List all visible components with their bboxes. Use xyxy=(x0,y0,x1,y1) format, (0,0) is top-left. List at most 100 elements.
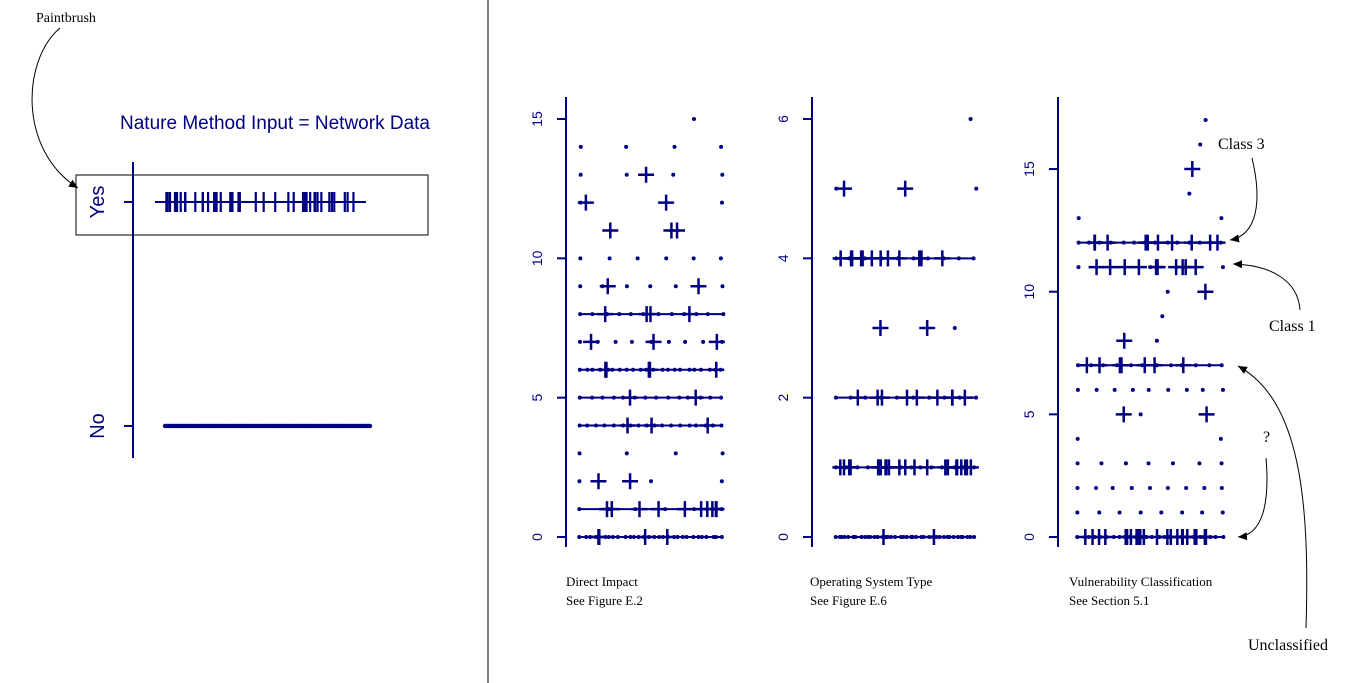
plus-mark xyxy=(687,389,704,406)
y-tick-label: 10 xyxy=(529,250,545,266)
dot-mark xyxy=(868,535,873,539)
plus-mark xyxy=(1097,529,1114,545)
dot-mark xyxy=(585,367,590,372)
plus-mark xyxy=(597,306,614,323)
dot-mark xyxy=(623,535,628,539)
plus-mark xyxy=(669,222,686,239)
plus-mark xyxy=(645,333,662,350)
dot-mark xyxy=(1218,436,1223,441)
plus-mark xyxy=(631,501,648,518)
dot-mark xyxy=(1112,387,1117,392)
dot-mark xyxy=(1221,535,1226,539)
plus-mark xyxy=(599,278,616,295)
plus-mark xyxy=(622,389,639,406)
dot-mark xyxy=(859,535,864,539)
dot-mark xyxy=(1203,118,1208,122)
dot-mark xyxy=(1207,363,1212,368)
dot-mark xyxy=(577,535,582,539)
dot-mark xyxy=(577,423,582,428)
y-tick-label: 0 xyxy=(775,533,791,541)
dot-mark xyxy=(590,367,595,372)
dot-mark xyxy=(965,535,970,539)
dot-mark xyxy=(617,367,622,372)
plus-mark xyxy=(1184,161,1201,178)
dot-mark xyxy=(577,479,582,484)
class1-annotation: Class 1 xyxy=(1269,318,1316,335)
dot-mark xyxy=(1220,387,1225,392)
dot-mark xyxy=(660,423,665,428)
plus-mark xyxy=(1197,283,1214,300)
plus-mark xyxy=(875,529,892,545)
dot-mark xyxy=(1219,461,1224,466)
dot-mark xyxy=(666,339,671,344)
chart-subtitle: See Section 5.1 xyxy=(1069,593,1150,608)
dot-mark xyxy=(901,535,906,539)
dot-mark xyxy=(1094,387,1099,392)
dot-mark xyxy=(1130,387,1135,392)
dot-mark xyxy=(956,256,961,261)
dot-mark xyxy=(673,284,678,289)
dot-mark xyxy=(607,256,612,261)
dot-mark xyxy=(594,423,599,428)
dot-mark xyxy=(672,367,677,372)
dot-mark xyxy=(1138,412,1143,417)
dot-mark xyxy=(704,535,709,539)
chart-subtitle: See Figure E.2 xyxy=(566,593,643,608)
dot-mark xyxy=(1198,142,1203,147)
dot-mark xyxy=(1129,485,1134,490)
dot-mark xyxy=(1121,240,1126,245)
dot-mark xyxy=(1097,510,1102,515)
dot-mark xyxy=(691,535,696,539)
left-panel: Paintbrush Nature Method Input = Network… xyxy=(31,11,430,458)
plus-mark xyxy=(1077,529,1094,545)
dot-mark xyxy=(968,535,973,539)
plus-mark xyxy=(849,389,866,406)
plus-mark xyxy=(944,389,961,406)
plus-mark xyxy=(693,501,710,518)
dot-mark xyxy=(584,535,589,539)
dot-mark xyxy=(654,395,659,400)
dot-mark xyxy=(636,423,641,428)
dot-mark xyxy=(617,312,622,317)
dot-mark xyxy=(1075,387,1080,392)
chart-operating-system-type: 0 2 4 6 Operating System Type See Figure E.6 xyxy=(775,97,979,608)
dot-mark xyxy=(1129,363,1134,368)
plus-mark xyxy=(591,529,608,545)
dot-mark xyxy=(600,395,605,400)
plus-mark xyxy=(1175,357,1192,374)
dot-mark xyxy=(1076,240,1081,245)
class3-annotation: Class 3 xyxy=(1218,136,1265,153)
dot-mark xyxy=(1132,240,1137,245)
dot-mark xyxy=(1165,485,1170,490)
highlight-box xyxy=(75,174,429,236)
dot-mark xyxy=(606,535,611,539)
plus-mark xyxy=(1115,406,1132,423)
plus-mark xyxy=(1209,234,1226,251)
dot-mark xyxy=(862,535,867,539)
dot-mark xyxy=(611,395,616,400)
class1-arrow xyxy=(1232,260,1301,311)
plus-mark xyxy=(873,389,890,406)
y-tick-label: 15 xyxy=(1021,161,1037,177)
dot-mark xyxy=(631,367,636,372)
dot-mark xyxy=(585,423,590,428)
dot-mark xyxy=(678,423,683,428)
dot-mark xyxy=(624,172,629,177)
dot-mark xyxy=(691,256,696,261)
dot-mark xyxy=(643,395,648,400)
dot-mark xyxy=(698,367,703,372)
plus-mark xyxy=(1116,259,1133,276)
dot-mark xyxy=(719,535,724,539)
dot-mark xyxy=(631,535,636,539)
dot-mark xyxy=(611,423,616,428)
dot-mark xyxy=(718,256,723,261)
dot-mark xyxy=(635,256,640,261)
dot-mark xyxy=(673,451,678,456)
dot-mark xyxy=(1168,363,1173,368)
dot-mark xyxy=(865,465,870,470)
chart-subtitle: See Figure E.6 xyxy=(810,593,887,608)
dot-mark xyxy=(833,395,838,400)
dot-mark xyxy=(955,535,960,539)
plus-mark xyxy=(1188,529,1205,545)
dot-mark xyxy=(669,312,674,317)
